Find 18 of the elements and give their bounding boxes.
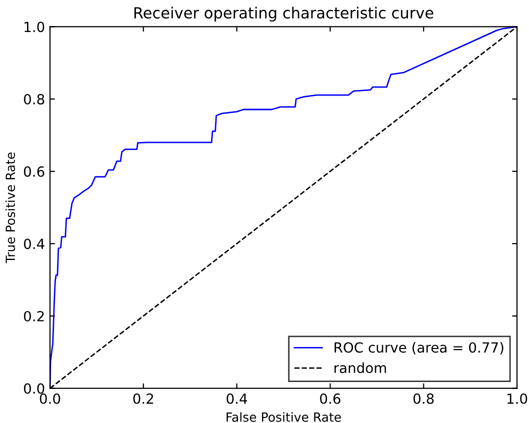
x-tick-label: 0.8 — [413, 393, 434, 404]
x-tick-label: 0.4 — [226, 393, 248, 404]
y-tick-label: 0.6 — [24, 166, 44, 177]
y-tick-label: 1.0 — [24, 22, 44, 32]
y-tick-label: 0.2 — [24, 310, 44, 322]
x-axis-title: False Positive Rate — [226, 412, 341, 422]
x-tick-label: 0.0 — [40, 393, 60, 404]
x-tick-label: 0.2 — [133, 393, 154, 404]
y-axis-title: True Positive Rate — [5, 152, 16, 264]
legend-label: ROC curve (area = 0.77) — [334, 342, 504, 354]
chart-title: Receiver operating characteristic curve — [134, 6, 434, 22]
x-tick-label: 0.6 — [320, 393, 340, 404]
y-tick-label: 0.0 — [24, 383, 44, 394]
x-tick-label: 1.0 — [507, 393, 528, 404]
y-tick-label: 0.4 — [24, 238, 44, 250]
line-series — [50, 26, 517, 388]
y-tick-label: 0.8 — [24, 94, 44, 104]
legend-label: random — [334, 362, 386, 374]
